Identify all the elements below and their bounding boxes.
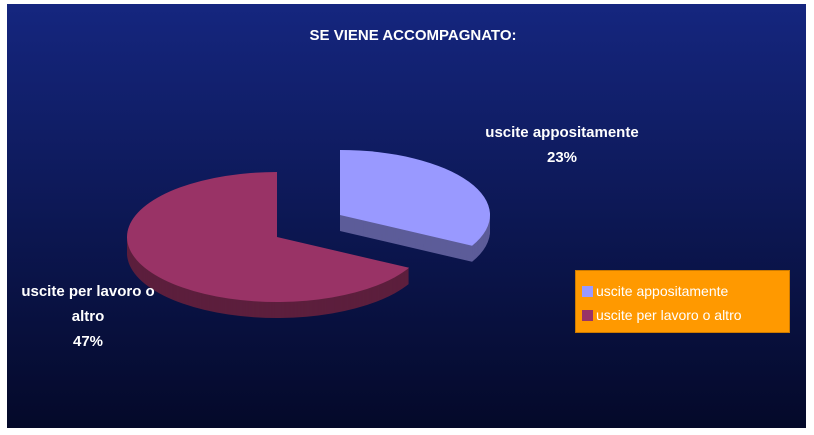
slice bbox=[126, 172, 410, 302]
legend-swatch bbox=[582, 285, 593, 297]
slice-label: uscite per lavoro o altro 47% bbox=[18, 279, 158, 354]
slice-label: uscite appositamente 23% bbox=[482, 120, 642, 170]
pie bbox=[126, 150, 491, 318]
slice-label-value: 47% bbox=[72, 333, 104, 350]
legend: uscite appositamente uscite per lavoro o … bbox=[575, 270, 790, 333]
legend-item: uscite per lavoro o altro bbox=[582, 303, 789, 327]
legend-label: uscite appositamente bbox=[596, 283, 729, 299]
slice-label-name: uscite appositamente bbox=[485, 124, 639, 141]
slice-label-value: 23% bbox=[546, 149, 578, 166]
slice bbox=[340, 150, 491, 246]
chart-title: SE VIENE ACCOMPAGNATO: bbox=[310, 27, 517, 44]
legend-swatch bbox=[582, 309, 593, 321]
legend-label: uscite per lavoro o altro bbox=[596, 307, 742, 323]
slice-label-name: uscite per lavoro o altro bbox=[21, 283, 155, 325]
legend-item: uscite appositamente bbox=[582, 279, 789, 303]
